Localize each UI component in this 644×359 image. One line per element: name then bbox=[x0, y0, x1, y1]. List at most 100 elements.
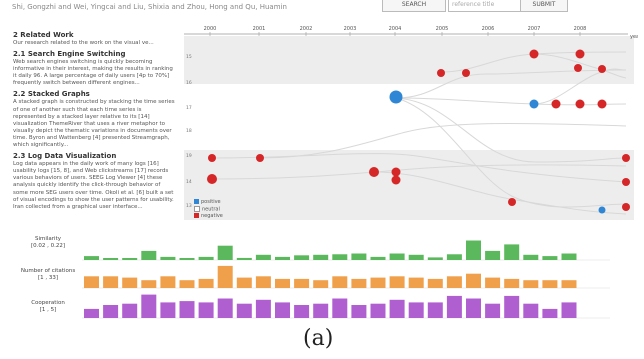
attribute-bar[interactable] bbox=[179, 258, 195, 260]
attribute-bar[interactable] bbox=[84, 276, 99, 288]
paper-node[interactable] bbox=[598, 206, 606, 214]
section-title[interactable]: 2 Related Work bbox=[13, 31, 74, 39]
attribute-bar[interactable] bbox=[446, 276, 462, 288]
attribute-bar[interactable] bbox=[198, 302, 214, 318]
paper-node[interactable] bbox=[529, 99, 539, 109]
paper-node[interactable] bbox=[529, 49, 539, 59]
attribute-bar[interactable] bbox=[523, 254, 539, 260]
attribute-bar[interactable] bbox=[103, 305, 119, 318]
search-input[interactable]: reference title bbox=[448, 0, 521, 12]
attribute-bar[interactable] bbox=[217, 245, 233, 260]
attribute-bar[interactable] bbox=[351, 305, 367, 318]
attribute-bar[interactable] bbox=[160, 302, 176, 318]
attribute-bar[interactable] bbox=[485, 277, 501, 288]
attribute-bar[interactable] bbox=[141, 294, 157, 318]
attribute-bar[interactable] bbox=[389, 299, 405, 318]
attribute-bar[interactable] bbox=[275, 302, 290, 318]
attribute-bar[interactable] bbox=[408, 254, 424, 260]
paper-node[interactable] bbox=[622, 203, 630, 211]
attribute-bar[interactable] bbox=[542, 280, 558, 288]
attribute-bar[interactable] bbox=[332, 276, 348, 288]
attribute-bar[interactable] bbox=[408, 277, 424, 288]
attribute-bar[interactable] bbox=[294, 255, 310, 260]
attribute-bar[interactable] bbox=[122, 303, 138, 318]
attribute-bar[interactable] bbox=[466, 240, 481, 261]
attribute-bar[interactable] bbox=[313, 280, 329, 288]
paper-node[interactable] bbox=[597, 99, 607, 109]
attribute-bar[interactable] bbox=[542, 256, 558, 260]
attribute-bar[interactable] bbox=[313, 303, 329, 318]
paper-node[interactable] bbox=[208, 154, 216, 162]
attribute-bar[interactable] bbox=[255, 254, 271, 260]
attribute-bar[interactable] bbox=[103, 258, 119, 260]
attribute-bar[interactable] bbox=[523, 280, 539, 288]
attribute-bar[interactable] bbox=[466, 298, 481, 319]
attribute-bar[interactable] bbox=[275, 278, 290, 288]
section-title[interactable]: 2.3 Log Data Visualization bbox=[13, 152, 117, 161]
attribute-bar[interactable] bbox=[84, 308, 99, 318]
attribute-bar[interactable] bbox=[427, 302, 443, 318]
paper-node[interactable] bbox=[389, 90, 403, 104]
paper-node[interactable] bbox=[575, 49, 585, 59]
paper-node[interactable] bbox=[574, 64, 582, 72]
attribute-bar[interactable] bbox=[485, 250, 501, 260]
citation-nodes[interactable] bbox=[207, 49, 630, 214]
attribute-bar[interactable] bbox=[236, 257, 252, 260]
attribute-bar[interactable] bbox=[255, 299, 271, 318]
attribute-bar[interactable] bbox=[275, 256, 290, 260]
attribute-bar[interactable] bbox=[103, 276, 119, 288]
section-title[interactable]: 2.2 Stacked Graphs bbox=[13, 90, 90, 99]
attribute-bar[interactable] bbox=[504, 295, 520, 318]
attribute-bar[interactable] bbox=[294, 305, 310, 318]
attribute-bar[interactable] bbox=[217, 265, 233, 288]
attribute-bar[interactable] bbox=[504, 244, 520, 260]
attribute-bar[interactable] bbox=[370, 303, 386, 318]
attribute-bar[interactable] bbox=[504, 278, 520, 288]
attribute-bar[interactable] bbox=[561, 302, 577, 318]
attribute-bar[interactable] bbox=[408, 302, 424, 318]
attribute-bar[interactable] bbox=[198, 278, 214, 288]
paper-node[interactable] bbox=[575, 99, 585, 109]
attribute-bar[interactable] bbox=[561, 280, 577, 288]
attribute-bar[interactable] bbox=[141, 280, 157, 288]
section-title[interactable]: 2.1 Search Engine Switching bbox=[13, 50, 126, 59]
paper-node[interactable] bbox=[508, 198, 516, 206]
attribute-bar[interactable] bbox=[466, 273, 481, 288]
attribute-bar[interactable] bbox=[141, 250, 157, 260]
paper-node[interactable] bbox=[462, 69, 470, 77]
paper-node[interactable] bbox=[369, 167, 379, 177]
attribute-bar[interactable] bbox=[332, 254, 348, 260]
attribute-bar[interactable] bbox=[332, 298, 348, 319]
attribute-bar[interactable] bbox=[255, 276, 271, 288]
paper-node[interactable] bbox=[256, 154, 264, 162]
attribute-bar[interactable] bbox=[446, 295, 462, 318]
paper-node[interactable] bbox=[437, 69, 445, 77]
attribute-bar[interactable] bbox=[561, 253, 577, 261]
attribute-bar[interactable] bbox=[160, 256, 176, 260]
attribute-bar[interactable] bbox=[427, 257, 443, 260]
submit-button[interactable]: SUBMIT bbox=[520, 0, 568, 12]
paper-node[interactable] bbox=[391, 175, 401, 185]
search-mode-button[interactable]: SEARCH bbox=[382, 0, 446, 12]
attribute-bar[interactable] bbox=[351, 278, 367, 288]
paper-node[interactable] bbox=[598, 65, 606, 73]
paper-node[interactable] bbox=[551, 99, 561, 109]
attribute-bar[interactable] bbox=[370, 256, 386, 260]
attribute-bar[interactable] bbox=[370, 277, 386, 288]
attribute-bar[interactable] bbox=[236, 303, 252, 318]
attribute-bar[interactable] bbox=[427, 278, 443, 288]
paper-node[interactable] bbox=[391, 167, 401, 177]
attribute-bar[interactable] bbox=[198, 256, 214, 260]
attribute-bar[interactable] bbox=[122, 277, 138, 288]
attribute-bar[interactable] bbox=[389, 276, 405, 288]
citation-timeline[interactable]: 2000 2001 2002 2003 2004 2005 2006 2007 … bbox=[176, 22, 638, 222]
attribute-bar[interactable] bbox=[236, 277, 252, 288]
attribute-bar[interactable] bbox=[485, 303, 501, 318]
attribute-bar[interactable] bbox=[294, 278, 310, 288]
attribute-bar[interactable] bbox=[160, 276, 176, 288]
attribute-bar[interactable] bbox=[179, 301, 195, 318]
attribute-bar[interactable] bbox=[122, 258, 138, 260]
attribute-bar[interactable] bbox=[84, 256, 99, 260]
attribute-bar[interactable] bbox=[523, 303, 539, 318]
attribute-bar[interactable] bbox=[389, 253, 405, 261]
